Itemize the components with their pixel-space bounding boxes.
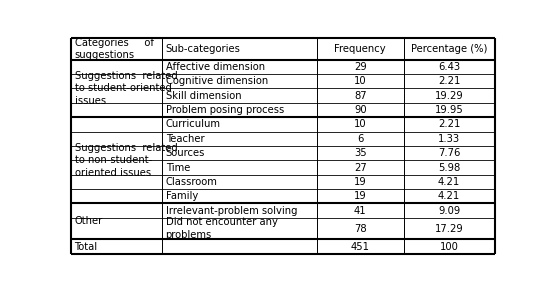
Text: Did not encounter any
problems: Did not encounter any problems [166,217,278,240]
Text: Skill dimension: Skill dimension [166,91,241,101]
Text: 19: 19 [354,177,367,187]
Text: Classroom: Classroom [166,177,217,187]
Text: Irrelevant-problem solving: Irrelevant-problem solving [166,206,297,216]
Text: 19.29: 19.29 [435,91,464,101]
Text: Sources: Sources [166,148,205,158]
Text: 451: 451 [351,242,370,252]
Text: Teacher: Teacher [166,134,204,144]
Text: Suggestions  related
to non-student-
oriented issues: Suggestions related to non-student- orie… [75,143,177,178]
Text: 17.29: 17.29 [435,224,464,234]
Text: Family: Family [166,191,198,201]
Text: Percentage (%): Percentage (%) [411,44,487,54]
Text: 87: 87 [354,91,367,101]
Text: 9.09: 9.09 [438,206,460,216]
Text: 5.98: 5.98 [438,162,460,173]
Text: 2.21: 2.21 [438,76,460,86]
Text: Time: Time [166,162,190,173]
Text: Problem posing process: Problem posing process [166,105,284,115]
Text: 2.21: 2.21 [438,119,460,129]
Text: 78: 78 [354,224,367,234]
Text: 4.21: 4.21 [438,177,460,187]
Text: Categories     of
suggestions: Categories of suggestions [75,38,153,60]
Text: Other: Other [75,216,103,227]
Text: 10: 10 [354,76,367,86]
Text: Frequency: Frequency [335,44,386,54]
Text: 19.95: 19.95 [435,105,464,115]
Text: Cognitive dimension: Cognitive dimension [166,76,268,86]
Text: 41: 41 [354,206,367,216]
Text: 90: 90 [354,105,367,115]
Text: Suggestions  related
to student-oriented
issues: Suggestions related to student-oriented … [75,71,177,106]
Text: 6.43: 6.43 [438,62,460,72]
Text: 19: 19 [354,191,367,201]
Text: 100: 100 [440,242,459,252]
Text: Curriculum: Curriculum [166,119,221,129]
Text: 6: 6 [357,134,363,144]
Text: 27: 27 [354,162,367,173]
Text: 29: 29 [354,62,367,72]
Text: Sub-categories: Sub-categories [166,44,241,54]
Text: 10: 10 [354,119,367,129]
Text: Total: Total [75,242,98,252]
Text: Affective dimension: Affective dimension [166,62,265,72]
Text: 1.33: 1.33 [438,134,460,144]
Text: 7.76: 7.76 [438,148,460,158]
Text: 35: 35 [354,148,367,158]
Text: 4.21: 4.21 [438,191,460,201]
